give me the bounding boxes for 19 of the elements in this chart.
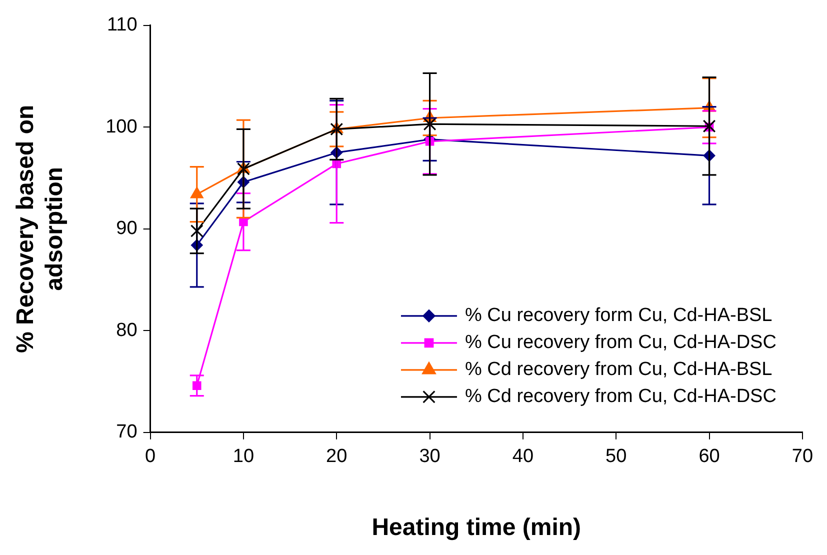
legend-label: % Cd recovery from Cu, Cd-HA-DSC xyxy=(464,386,776,408)
y-tick-label: 90 xyxy=(116,218,138,240)
legend-label: % Cd recovery from Cu, Cd-HA-BSL xyxy=(464,359,772,380)
x-axis-title: Heating time (min) xyxy=(372,514,582,542)
x-tick-label: 60 xyxy=(698,446,720,468)
x-tick-label: 70 xyxy=(792,446,814,468)
x-tick-label: 20 xyxy=(326,446,348,468)
y-tick-label: 80 xyxy=(116,320,138,341)
x-tick-label: 0 xyxy=(145,446,156,468)
y-axis-title: % Recovery based on adsorption xyxy=(12,104,68,353)
x-tick-label: 10 xyxy=(232,446,254,468)
y-tick-label: 110 xyxy=(107,14,138,36)
legend-label: % Cu recovery from Cu, Cd-HA-DSC xyxy=(464,332,776,354)
x-tick-label: 40 xyxy=(512,446,534,468)
x-tick-label: 50 xyxy=(606,446,627,468)
legend-label: % Cu recovery form Cu, Cd-HA-BSL xyxy=(464,305,772,326)
y-tick-label: 70 xyxy=(116,422,138,443)
y-tick-label: 100 xyxy=(106,116,138,138)
x-tick-label: 30 xyxy=(419,446,440,468)
